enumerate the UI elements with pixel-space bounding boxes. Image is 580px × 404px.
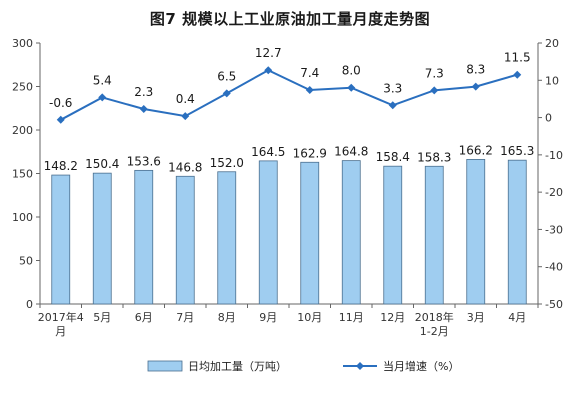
bar-value-label: 148.2 (44, 159, 78, 173)
left-tick-label: 250 (12, 81, 33, 94)
line-value-label: 0.4 (176, 92, 195, 106)
bar (51, 174, 71, 305)
bar-value-label: 164.5 (251, 145, 285, 159)
x-tick-label: 5月 (93, 311, 111, 324)
line-value-label: 3.3 (383, 81, 402, 95)
x-tick-label: 10月 (297, 311, 322, 324)
line-value-label: 12.7 (255, 46, 282, 60)
bar-value-label: 164.8 (334, 145, 368, 159)
right-tick-label: 20 (545, 37, 559, 50)
line-value-label: 7.3 (425, 66, 444, 80)
right-tick-label: -30 (545, 223, 563, 236)
x-tick-label: 11月 (339, 311, 364, 324)
line-point (471, 82, 480, 91)
line-value-label: 7.4 (300, 66, 319, 80)
line-point (513, 70, 522, 79)
x-tick-label: 8月 (218, 311, 236, 324)
x-tick-label: 4月 (508, 311, 526, 324)
bar (217, 171, 237, 305)
line-point (430, 86, 439, 95)
x-tick-label: 12月 (380, 311, 405, 324)
bar-value-label: 152.0 (210, 156, 244, 170)
bars-layer (51, 159, 527, 305)
left-tick-label: 150 (12, 168, 33, 181)
bar (507, 159, 527, 305)
bar-value-label: 158.3 (417, 150, 451, 164)
bar-value-label: 158.4 (376, 150, 410, 164)
left-tick-label: 300 (12, 37, 33, 50)
legend-label-line: 当月增速（%） (383, 359, 459, 373)
right-tick-label: 10 (545, 74, 559, 87)
line-point (181, 112, 190, 121)
line-point (347, 83, 356, 92)
x-tick-label: 7月 (176, 311, 194, 324)
line-layer (56, 66, 522, 124)
line-value-label: 11.5 (504, 51, 531, 65)
right-tick-label: -40 (545, 261, 563, 274)
line-labels-layer: -0.6 5.4 2.3 0.4 6.5 12.7 7.4 8.0 3.3 7.3 8.3 11.5 (49, 46, 531, 110)
line-value-label: 8.0 (342, 64, 361, 78)
legend-line-marker (356, 362, 364, 370)
line-value-label: -0.6 (49, 96, 72, 110)
line-point (305, 85, 314, 94)
x-tick-label: 9月 (259, 311, 277, 324)
bar-value-label: 166.2 (459, 143, 493, 157)
x-tick-label: 6月 (135, 311, 153, 324)
bar-labels-layer: 148.2 150.4 153.6 146.8 152.0 164.5 162.9 164.8… (44, 143, 535, 174)
right-tick-label: -20 (545, 186, 563, 199)
bar (300, 161, 320, 305)
right-tick-label: -10 (545, 149, 563, 162)
bar-value-label: 150.4 (85, 157, 119, 171)
left-tick-label: 100 (12, 211, 33, 224)
right-tick-label: 0 (545, 112, 552, 125)
bar-value-label: 153.6 (127, 154, 161, 168)
line-point (139, 104, 148, 113)
bar (424, 165, 444, 305)
legend: 日均加工量（万吨） 当月增速（%） (147, 359, 459, 373)
bar (175, 175, 195, 305)
bar (341, 160, 361, 305)
legend-label-bar: 日均加工量（万吨） (188, 360, 287, 373)
x-tick-label: 3月 (467, 311, 485, 324)
line-value-label: 5.4 (93, 73, 112, 87)
left-tick-label: 50 (19, 255, 33, 268)
bar-value-label: 165.3 (500, 144, 534, 158)
left-tick-label: 200 (12, 124, 33, 137)
line-point (98, 93, 107, 102)
chart-title: 图7 规模以上工业原油加工量月度走势图 (149, 10, 431, 28)
line-point (56, 115, 65, 124)
category-layer: 2017年4 月 5月 6月 7月 8月 9月 10月 11月 12月 2018年 1-2月 3月 4月 (38, 310, 527, 338)
bar (92, 172, 112, 305)
left-tick-label: 0 (26, 298, 33, 311)
line-value-label: 8.3 (466, 63, 485, 77)
bar-value-label: 162.9 (293, 146, 327, 160)
x-tick-label: 2018年 1-2月 (415, 310, 454, 338)
bar (466, 159, 486, 305)
right-tick-label: -50 (545, 298, 563, 311)
line-value-label: 6.5 (217, 69, 236, 83)
line-point (222, 89, 231, 98)
line-point (388, 101, 397, 110)
axes-layer: 0 50 100 150 200 250 300 -50 -40 -30 -20 -10 0 10 20 (12, 37, 563, 311)
growth-line (60, 69, 518, 121)
line-point (264, 66, 273, 75)
bar (258, 160, 278, 305)
legend-swatch-bar (147, 360, 183, 372)
line-value-label: 2.3 (134, 85, 153, 99)
bar (383, 165, 403, 305)
bar (134, 169, 154, 305)
bar-value-label: 146.8 (168, 160, 202, 174)
x-tick-label: 2017年4 月 (38, 310, 84, 338)
